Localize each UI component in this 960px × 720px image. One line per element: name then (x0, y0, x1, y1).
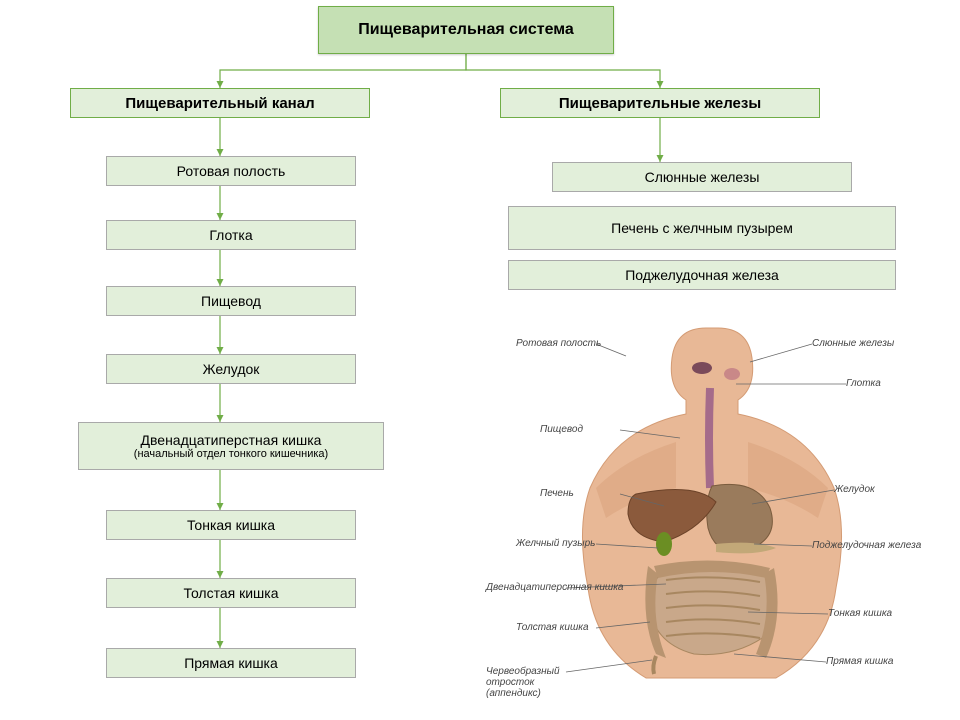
gland-item-label: Слюнные железы (645, 169, 760, 185)
anatomy-label: Ротовая полость (516, 338, 601, 349)
gland-item-0: Слюнные железы (552, 162, 852, 192)
category-canal: Пищеварительный канал (70, 88, 370, 118)
canal-item-1: Глотка (106, 220, 356, 250)
gland-item-label: Поджелудочная железа (625, 267, 779, 283)
canal-item-label: Глотка (209, 227, 252, 243)
canal-item-5: Тонкая кишка (106, 510, 356, 540)
anatomy-label: Слюнные железы (812, 338, 894, 349)
anatomy-label: Печень (540, 488, 574, 499)
canal-item-label: Двенадцатиперстная кишка (141, 432, 322, 448)
canal-item-4: Двенадцатиперстная кишка(начальный отдел… (78, 422, 384, 470)
anatomy-label: Глотка (846, 378, 881, 389)
category-label: Пищеварительный канал (125, 95, 314, 112)
anatomy-label: Червеобразный отросток (аппендикс) (486, 666, 586, 699)
canal-item-label: Тонкая кишка (187, 517, 275, 533)
canal-item-7: Прямая кишка (106, 648, 356, 678)
anatomy-label: Двенадцатиперстная кишка (486, 582, 624, 593)
category-glands: Пищеварительные железы (500, 88, 820, 118)
anatomy-label: Толстая кишка (516, 622, 589, 633)
gland-item-label: Печень с желчным пузырем (611, 220, 793, 236)
anatomy-label: Желудок (834, 484, 875, 495)
title-box: Пищеварительная система (318, 6, 614, 54)
canal-item-0: Ротовая полость (106, 156, 356, 186)
gland-item-1: Печень с желчным пузырем (508, 206, 896, 250)
canal-item-sublabel: (начальный отдел тонкого кишечника) (134, 448, 328, 460)
anatomy-label: Пищевод (540, 424, 583, 435)
anatomy-label: Прямая кишка (826, 656, 893, 667)
category-label: Пищеварительные железы (559, 95, 761, 112)
title-text: Пищеварительная система (358, 21, 574, 39)
gland-item-2: Поджелудочная железа (508, 260, 896, 290)
anatomy-label: Тонкая кишка (828, 608, 892, 619)
canal-item-label: Ротовая полость (177, 163, 286, 179)
anatomy-label: Поджелудочная железа (812, 540, 921, 551)
canal-item-2: Пищевод (106, 286, 356, 316)
canal-item-label: Желудок (203, 361, 260, 377)
canal-item-3: Желудок (106, 354, 356, 384)
canal-item-label: Прямая кишка (184, 655, 278, 671)
anatomy-label: Желчный пузырь (516, 538, 595, 549)
canal-item-6: Толстая кишка (106, 578, 356, 608)
canal-item-label: Пищевод (201, 293, 261, 309)
canal-item-label: Толстая кишка (183, 585, 278, 601)
anatomy-diagram: Ротовая полость Пищевод Печень Желчный пузы… (516, 318, 916, 704)
